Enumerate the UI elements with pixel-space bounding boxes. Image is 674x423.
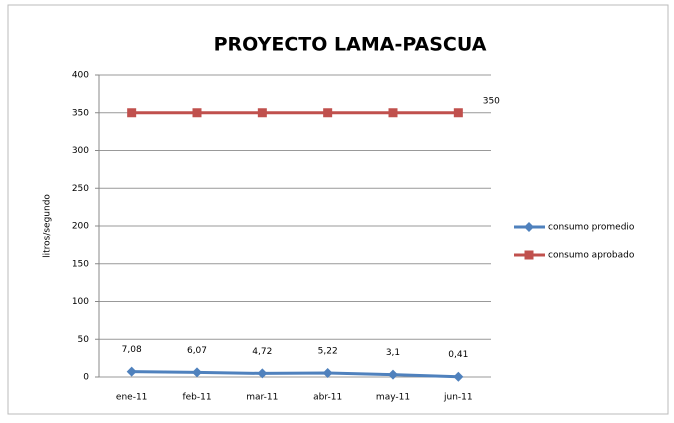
data-label: 6,07 — [187, 346, 207, 356]
marker — [453, 371, 464, 382]
marker — [524, 222, 534, 232]
marker — [257, 368, 268, 379]
data-label: 3,1 — [386, 348, 400, 358]
marker — [257, 108, 267, 118]
marker — [127, 108, 137, 118]
y-tick-label: 250 — [72, 184, 89, 194]
x-tick-label: may-11 — [376, 393, 410, 403]
series-line — [131, 370, 459, 379]
marker — [524, 250, 534, 260]
data-label: 4,72 — [252, 347, 272, 357]
marker — [388, 369, 398, 380]
x-tick-label: feb-11 — [182, 393, 211, 403]
x-tick-label: abr-11 — [313, 393, 342, 403]
marker — [453, 108, 463, 118]
y-tick-label: 400 — [72, 71, 89, 81]
y-tick-label: 300 — [72, 146, 89, 156]
marker — [192, 367, 202, 378]
marker — [192, 108, 202, 118]
y-tick-label: 350 — [72, 108, 89, 118]
chart-title: PROYECTO LAMA-PASCUA — [214, 34, 487, 56]
x-tick-label: jun-11 — [443, 393, 473, 403]
marker — [126, 366, 137, 377]
data-label: 350 — [483, 96, 500, 106]
marker — [322, 368, 333, 379]
data-label: 7,08 — [122, 345, 142, 355]
data-label: 5,22 — [318, 347, 338, 357]
marker — [388, 108, 398, 118]
x-tick-label: ene-11 — [116, 393, 147, 403]
chart-frame — [7, 4, 669, 415]
legend-label: consumo aprobado — [548, 251, 635, 261]
y-tick-label: 0 — [83, 373, 89, 383]
y-tick-label: 200 — [72, 222, 89, 232]
marker — [323, 108, 333, 118]
y-tick-label: 50 — [78, 335, 90, 345]
y-tick-label: 150 — [72, 259, 89, 269]
x-tick-label: mar-11 — [246, 393, 278, 403]
legend-label: consumo promedio — [548, 223, 635, 233]
data-label: 0,41 — [448, 350, 468, 360]
y-axis-label: litros/segundo — [43, 194, 53, 258]
y-tick-label: 100 — [72, 297, 89, 307]
